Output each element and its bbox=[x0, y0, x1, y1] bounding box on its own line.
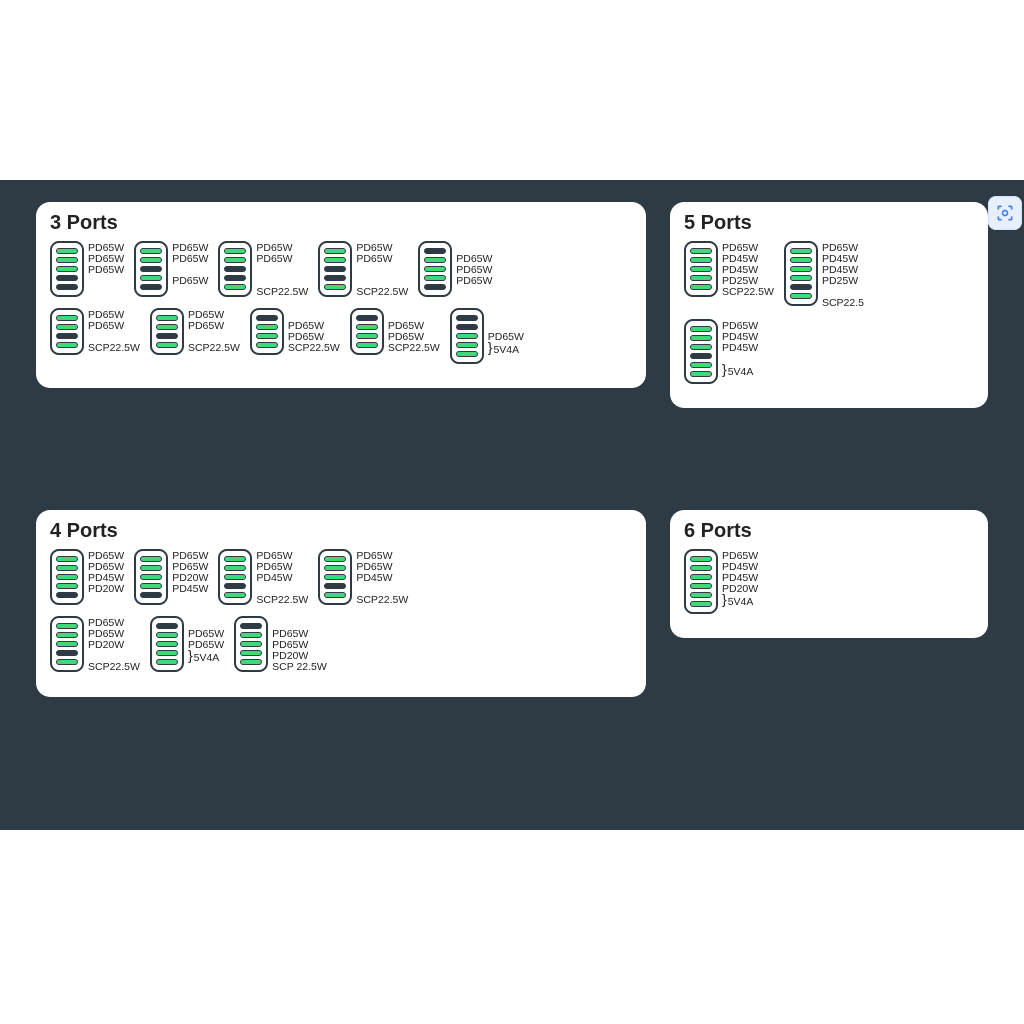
charger-unit: PD65W PD65W }5V4A bbox=[150, 616, 224, 673]
port-labels: PD65W PD45W PD45W PD25W SCP22.5 bbox=[822, 241, 864, 309]
charger-icon bbox=[50, 241, 84, 297]
charger-icon bbox=[250, 308, 284, 355]
port-labels: PD65W PD65W PD20W PD45W bbox=[172, 549, 208, 606]
charger-unit: PD65W PD65W SCP22.5W bbox=[250, 308, 340, 364]
panel-6-ports: 6 Ports PD65W PD45W PD45W PD20W }5V4A bbox=[670, 510, 988, 638]
panel-4-ports: 4 Ports PD65W PD65W PD45W PD20W PD65W PD… bbox=[36, 510, 646, 697]
charger-unit: PD65W PD65W PD20W PD45W bbox=[134, 549, 208, 606]
charger-unit: PD65W PD65W PD20W SCP 22.5W bbox=[234, 616, 327, 673]
panel-row: PD65W PD65W PD65W PD65W PD65W PD65W bbox=[50, 241, 632, 298]
charger-unit: PD65W PD65W SCP22.5W bbox=[318, 241, 408, 298]
port-labels: PD65W PD65W PD20W SCP 22.5W bbox=[272, 616, 327, 673]
port-labels: PD65W PD45W PD45W PD20W }5V4A bbox=[722, 549, 758, 606]
port-labels: PD65W PD65W }5V4A bbox=[188, 616, 224, 662]
charger-icon bbox=[134, 549, 168, 605]
panel-title: 4 Ports bbox=[50, 520, 632, 543]
charger-unit: PD65W PD45W PD45W PD20W }5V4A bbox=[684, 549, 758, 614]
port-labels: PD65W PD65W PD65W bbox=[172, 241, 208, 298]
charger-icon bbox=[350, 308, 384, 355]
port-labels: PD65W PD65W PD65W bbox=[456, 241, 492, 298]
port-labels: PD65W PD65W SCP22.5W bbox=[356, 241, 408, 298]
charger-unit: PD65W PD65W SCP22.5W bbox=[150, 308, 240, 364]
focus-icon bbox=[988, 196, 1022, 230]
charger-unit: PD65W PD65W PD65W bbox=[418, 241, 492, 298]
charger-unit: PD65W }5V4A bbox=[450, 308, 524, 364]
charger-icon bbox=[134, 241, 168, 297]
charger-unit: PD65W PD45W PD45W }5V4A bbox=[684, 319, 758, 384]
port-labels: PD65W PD65W PD65W bbox=[88, 241, 124, 298]
port-labels: PD65W PD45W PD45W }5V4A bbox=[722, 319, 758, 376]
charger-icon bbox=[150, 616, 184, 672]
charger-icon bbox=[234, 616, 268, 672]
charger-icon bbox=[450, 308, 484, 364]
charger-unit: PD65W PD65W SCP22.5W bbox=[50, 308, 140, 364]
charger-icon bbox=[50, 616, 84, 672]
charger-unit: PD65W PD45W PD45W PD25W SCP22.5 bbox=[784, 241, 864, 309]
panel-row: PD65W PD45W PD45W }5V4A bbox=[684, 319, 974, 384]
port-labels: PD65W PD65W SCP22.5W bbox=[388, 308, 440, 354]
charger-unit: PD65W PD65W PD65W bbox=[134, 241, 208, 298]
charger-unit: PD65W PD65W PD45W SCP22.5W bbox=[218, 549, 308, 606]
charger-icon bbox=[150, 308, 184, 355]
charger-icon bbox=[418, 241, 452, 297]
panel-title: 6 Ports bbox=[684, 520, 974, 543]
charger-icon bbox=[684, 549, 718, 614]
port-labels: PD65W PD65W PD45W SCP22.5W bbox=[256, 549, 308, 606]
panel-5-ports: 5 Ports PD65W PD45W PD45W PD25W SCP22.5W… bbox=[670, 202, 988, 408]
port-labels: PD65W PD65W SCP22.5W bbox=[88, 308, 140, 354]
panel-row: PD65W PD65W PD20W SCP22.5W PD65W PD65W }… bbox=[50, 616, 632, 673]
panel-title: 3 Ports bbox=[50, 212, 632, 235]
panel-title: 5 Ports bbox=[684, 212, 974, 235]
port-labels: PD65W PD65W SCP22.5W bbox=[256, 241, 308, 298]
panel-row: PD65W PD65W SCP22.5W PD65W PD65W SCP22.5… bbox=[50, 308, 632, 364]
port-labels: PD65W PD65W SCP22.5W bbox=[188, 308, 240, 354]
charger-icon bbox=[784, 241, 818, 306]
panel-row: PD65W PD45W PD45W PD20W }5V4A bbox=[684, 549, 974, 614]
charger-icon bbox=[684, 241, 718, 297]
charger-icon bbox=[218, 549, 252, 605]
panel-row: PD65W PD65W PD45W PD20W PD65W PD65W PD20… bbox=[50, 549, 632, 606]
charger-icon bbox=[50, 308, 84, 355]
port-labels: PD65W }5V4A bbox=[488, 308, 524, 354]
port-labels: PD65W PD45W PD45W PD25W SCP22.5W bbox=[722, 241, 774, 298]
port-labels: PD65W PD65W PD20W SCP22.5W bbox=[88, 616, 140, 673]
charger-unit: PD65W PD65W PD45W PD20W bbox=[50, 549, 124, 606]
charger-icon bbox=[318, 549, 352, 605]
charger-unit: PD65W PD45W PD45W PD25W SCP22.5W bbox=[684, 241, 774, 309]
charger-unit: PD65W PD65W SCP22.5W bbox=[350, 308, 440, 364]
port-labels: PD65W PD65W SCP22.5W bbox=[288, 308, 340, 354]
charger-unit: PD65W PD65W PD65W bbox=[50, 241, 124, 298]
port-labels: PD65W PD65W PD45W PD20W bbox=[88, 549, 124, 606]
charger-icon bbox=[684, 319, 718, 384]
charger-unit: PD65W PD65W SCP22.5W bbox=[218, 241, 308, 298]
port-labels: PD65W PD65W PD45W SCP22.5W bbox=[356, 549, 408, 606]
charger-icon bbox=[318, 241, 352, 297]
charger-icon bbox=[50, 549, 84, 605]
charger-unit: PD65W PD65W PD45W SCP22.5W bbox=[318, 549, 408, 606]
charger-icon bbox=[218, 241, 252, 297]
panel-row: PD65W PD45W PD45W PD25W SCP22.5W PD65W P… bbox=[684, 241, 974, 309]
panel-3-ports: 3 Ports PD65W PD65W PD65W PD65W PD65W P bbox=[36, 202, 646, 388]
charger-unit: PD65W PD65W PD20W SCP22.5W bbox=[50, 616, 140, 673]
